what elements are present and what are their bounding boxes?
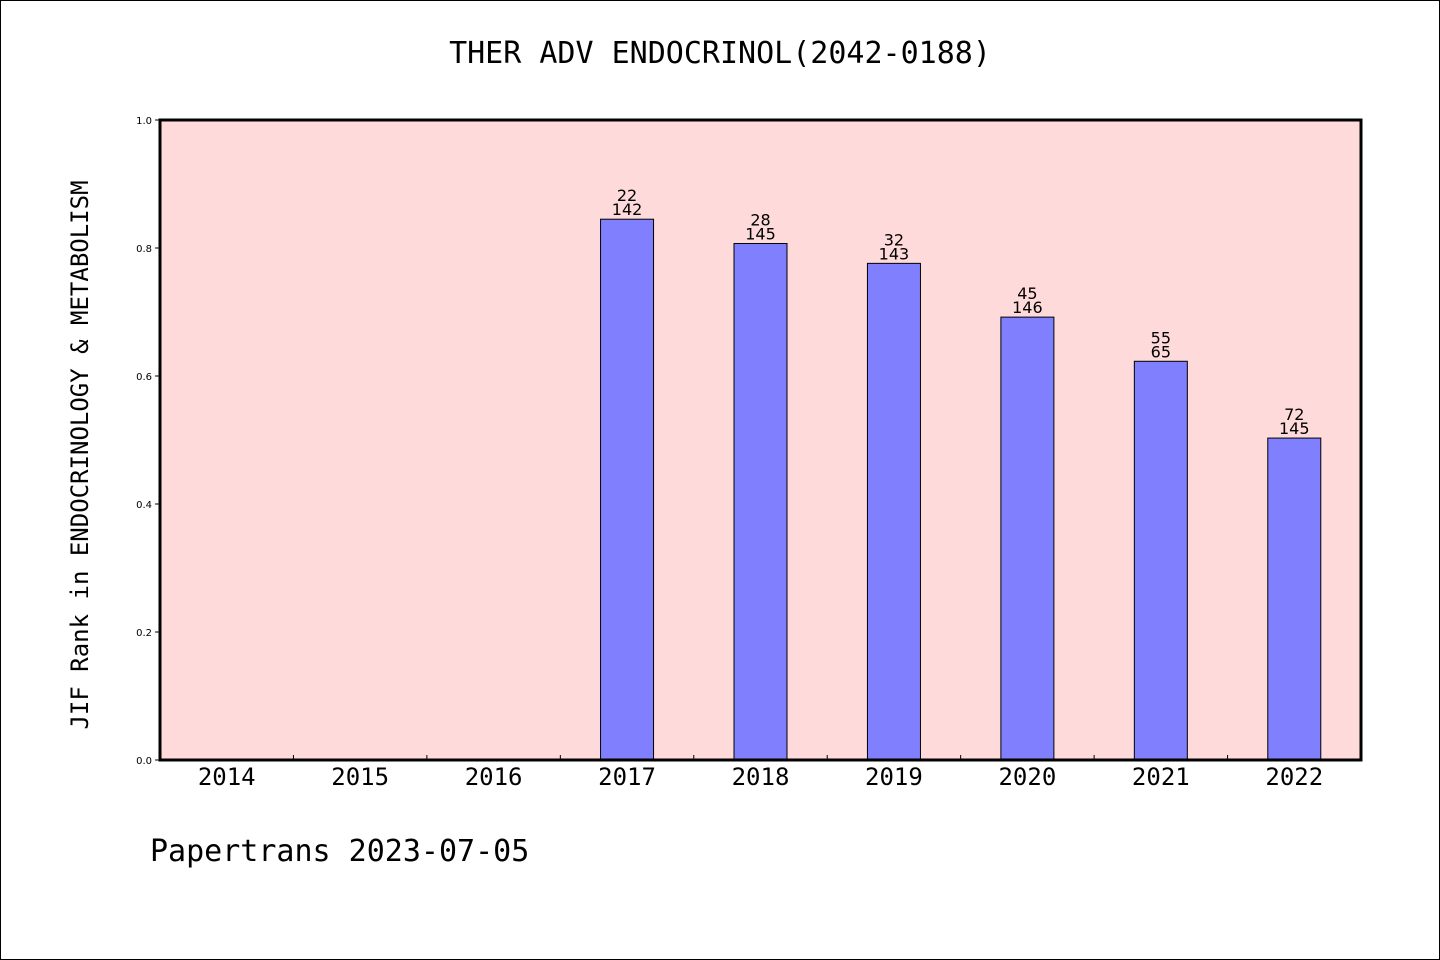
x-tick-label: 2017 — [598, 763, 656, 791]
bar-label-rank: 45 — [1017, 284, 1037, 303]
bar-label-rank: 72 — [1284, 405, 1304, 424]
bar-2018 — [733, 243, 788, 761]
x-tick-label: 2020 — [998, 763, 1056, 791]
x-tick-label: 2018 — [732, 763, 790, 791]
y-tick-label: 0.6 — [136, 372, 152, 383]
bar-label-rank: 55 — [1151, 328, 1171, 347]
y-tick-label: 0.0 — [136, 756, 152, 767]
x-tick-label: 2019 — [865, 763, 923, 791]
bar-label-total: 146 — [1012, 298, 1043, 317]
y-tick-label: 0.8 — [136, 244, 152, 255]
chart-title: THER ADV ENDOCRINOL(2042-0188) — [449, 36, 991, 71]
bar-label-total: 65 — [1151, 342, 1171, 361]
y-tick-label: 1.0 — [136, 116, 152, 127]
x-tick-label: 2014 — [198, 763, 256, 791]
x-tick-label: 2021 — [1132, 763, 1190, 791]
bar-label-rank: 32 — [884, 230, 904, 249]
x-tick-label: 2016 — [465, 763, 523, 791]
bar-label-total: 143 — [879, 244, 910, 263]
bar-2020 — [1000, 316, 1055, 761]
bar-2019 — [866, 262, 921, 761]
x-tick-label: 2015 — [331, 763, 389, 791]
bar-2021 — [1133, 360, 1188, 761]
bar-label-total: 142 — [612, 200, 643, 219]
bar-label-total: 145 — [745, 225, 776, 244]
bar-label-rank: 28 — [750, 211, 770, 230]
y-tick-label: 0.4 — [136, 500, 152, 511]
bar-label-total: 145 — [1279, 419, 1310, 438]
bar-label-rank: 22 — [617, 186, 637, 205]
plot-border — [158, 118, 1363, 762]
x-tick-label: 2022 — [1265, 763, 1323, 791]
y-tick-label: 0.2 — [136, 628, 152, 639]
footer-text: Papertrans 2023-07-05 — [150, 834, 530, 869]
bar-2022 — [1267, 437, 1322, 761]
bar-2017 — [600, 218, 655, 761]
